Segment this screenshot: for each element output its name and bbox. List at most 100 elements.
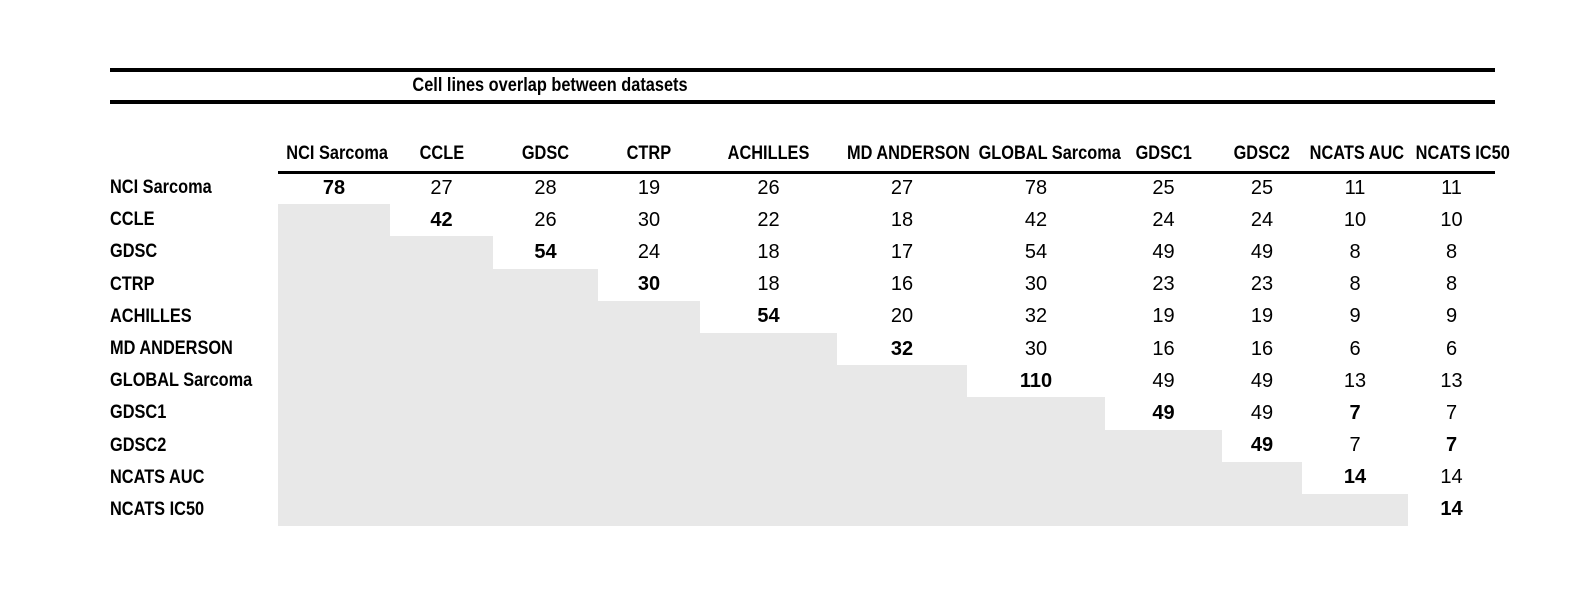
table-row: NCATS AUC 14 14 [110,461,1495,494]
overlap-value: 14 [1343,466,1367,489]
shaded-cell [1105,461,1222,494]
overlap-value: 16 [890,273,914,296]
column-header-label: NCATS IC50 [1415,142,1510,164]
shaded-cell [700,397,837,430]
shaded-cell [390,236,493,269]
overlap-value: 6 [1349,337,1361,360]
shaded-cell [1222,493,1302,527]
overlap-value: 18 [757,240,780,263]
overlap-value: 26 [534,208,557,231]
shaded-cell [598,493,700,527]
row-header: CCLE [110,204,278,236]
shaded-cell [390,268,493,301]
overlap-value: 19 [1152,305,1175,328]
shaded-cell [598,429,700,462]
column-header: NCATS IC50 [1408,104,1510,174]
overlap-value: 78 [1024,177,1048,200]
header-row: NCI Sarcoma CCLE GDSC CTRP ACHILLES MD ANDERS… [110,104,1510,174]
shaded-cell [493,397,598,430]
row-header-label: MD ANDERSON [110,338,233,360]
row-header: GLOBAL Sarcoma [110,365,278,397]
overlap-value: 8 [1445,240,1458,263]
column-header: ACHILLES [700,104,837,174]
column-header-label: ACHILLES [727,142,810,164]
row-header-label: NCI Sarcoma [110,177,212,199]
top-rule [110,68,1495,72]
column-header: GDSC2 [1222,104,1302,174]
overlap-value: 42 [430,208,453,231]
overlap-value: 28 [534,177,557,200]
overlap-value: 9 [1349,305,1361,328]
table-title-text: Cell lines overlap between datasets [412,75,688,96]
overlap-table: NCI Sarcoma CCLE GDSC CTRP ACHILLES MD ANDERS… [110,104,1510,527]
column-header-label: GDSC2 [1233,142,1291,164]
shaded-cell [278,365,390,398]
overlap-value: 54 [757,305,780,328]
row-header: NCI Sarcoma [110,172,278,204]
overlap-value: 13 [1440,369,1463,392]
column-header: NCATS AUC [1302,104,1408,174]
shaded-cell [390,397,493,430]
shaded-cell [493,461,598,494]
shaded-cell [390,493,493,527]
shaded-cell [1302,493,1408,527]
shaded-cell [598,300,700,333]
row-header-label: GDSC [110,241,158,263]
overlap-value: 30 [637,273,661,296]
row-header-label: NCATS IC50 [110,498,205,520]
overlap-value: 10 [1440,208,1463,231]
shaded-cell [493,332,598,366]
row-header: NCATS AUC [110,462,278,494]
overlap-value: 110 [1019,369,1053,392]
table-row: CTRP 30 18 16 30 23 23 8 8 [110,268,1495,301]
shaded-cell [278,236,390,269]
row-header: ACHILLES [110,301,278,333]
overlap-value: 32 [890,337,914,360]
column-header-label: GLOBAL Sarcoma [978,142,1121,164]
title-row: Cell lines overlap between datasets [110,72,1495,100]
shaded-cell [493,300,598,333]
overlap-value: 23 [1152,273,1175,296]
table-row: NCATS IC50 14 [110,493,1495,527]
shaded-cell [1222,461,1302,494]
column-header-label: MD ANDERSON [847,142,970,164]
overlap-value: 11 [1441,177,1462,200]
table-row: GLOBAL Sarcoma 110 49 49 13 13 [110,365,1495,398]
shaded-cell [837,461,967,494]
shaded-cell [598,397,700,430]
column-header-label: NCI Sarcoma [286,142,389,164]
shaded-cell [837,429,967,462]
table-figure: Cell lines overlap between datasets NCI … [110,68,1510,527]
column-header: GLOBAL Sarcoma [967,104,1121,174]
overlap-value: 30 [1024,337,1048,360]
row-header-label: CCLE [110,209,155,231]
shaded-cell [700,429,837,462]
overlap-value: 13 [1343,369,1367,392]
overlap-value: 23 [1250,273,1274,296]
overlap-value: 7 [1445,401,1458,424]
column-header: GDSC1 [1105,104,1222,174]
corner-cell [110,104,278,172]
table-row: GDSC2 49 7 7 [110,429,1495,462]
overlap-value: 24 [1152,208,1175,231]
overlap-value: 24 [1250,208,1274,231]
shaded-cell [390,365,493,398]
overlap-value: 22 [757,208,780,231]
row-header: MD ANDERSON [110,333,278,365]
table-row: ACHILLES 54 20 32 19 19 9 9 [110,300,1495,333]
shaded-cell [598,365,700,398]
column-header: CTRP [598,104,700,174]
table-row: NCI Sarcoma 78 27 28 19 26 27 78 25 25 11 11 [110,172,1495,204]
overlap-value: 26 [757,177,780,200]
shaded-cell [967,493,1105,527]
overlap-value: 7 [1349,401,1361,424]
row-header-label: GLOBAL Sarcoma [110,370,253,392]
overlap-value: 20 [890,305,914,328]
column-header: NCI Sarcoma [278,104,390,174]
shaded-cell [967,461,1105,494]
overlap-value: 49 [1250,401,1274,424]
shaded-cell [700,461,837,494]
overlap-value: 11 [1344,177,1366,200]
column-header-label: NCATS AUC [1309,142,1405,164]
shaded-cell [837,365,967,398]
